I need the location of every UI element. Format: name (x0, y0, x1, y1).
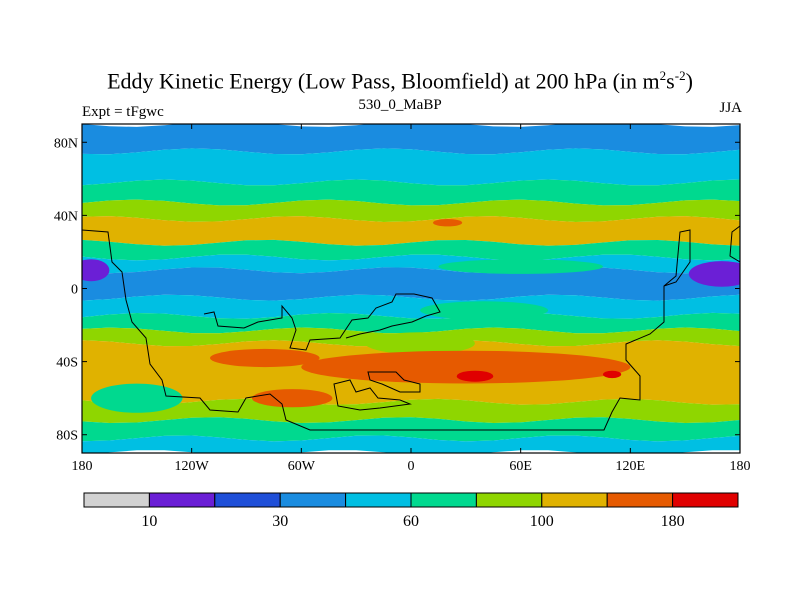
field-blob (209, 348, 320, 368)
colorbar-swatch (541, 492, 608, 508)
colorbar-swatch (606, 492, 674, 508)
colorbar-label: 10 (141, 513, 157, 530)
x-tick-label: 180 (730, 459, 751, 474)
field-blob (438, 259, 603, 274)
ekel-field (82, 124, 740, 453)
field-blob (456, 370, 494, 382)
x-tick-label: 0 (408, 459, 415, 474)
field-blob (433, 219, 463, 227)
colorbar-swatch (83, 492, 150, 508)
y-tick-label: 80S (56, 429, 78, 444)
colorbar-swatch (148, 492, 216, 508)
field-band (82, 398, 740, 423)
experiment-id-label: 530_0_MaBP (358, 97, 442, 113)
field-band (82, 216, 740, 246)
x-tick-label: 180 (72, 459, 93, 474)
colorbar-swatch (410, 492, 477, 508)
field-blob (82, 259, 110, 282)
y-tick-label: 40N (54, 209, 78, 224)
field-blob (603, 370, 622, 379)
y-tick-label: 0 (71, 283, 78, 298)
continent-outline (82, 225, 740, 431)
field-blob (688, 261, 740, 287)
y-tick-label: 40S (56, 356, 78, 371)
east-landmass-outline (729, 225, 740, 263)
south-america-outline (82, 229, 691, 431)
axis-ticks: 180 120W 60W 0 60E 120E 180 80N 40N 0 40S 80S (54, 124, 751, 474)
field-band (82, 267, 740, 301)
colorbar-swatch (279, 492, 347, 508)
field-blob (301, 350, 631, 384)
x-tick-label: 60W (288, 459, 316, 474)
colorbar-label: 60 (403, 513, 419, 530)
colorbar-swatch (214, 492, 281, 508)
colorbar-label: 180 (661, 513, 685, 530)
field-band (82, 199, 740, 222)
field-band (82, 417, 740, 442)
colorbar: 10 30 60 100 180 (83, 492, 739, 530)
field-band (82, 179, 740, 206)
field-blob (91, 383, 183, 413)
x-tick-label: 120E (616, 459, 646, 474)
colorbar-swatch (672, 492, 739, 508)
season-label: JJA (719, 100, 742, 116)
field-blob (365, 332, 475, 355)
field-band (82, 124, 740, 155)
field-band (82, 294, 740, 319)
experiment-label: Expt = tFgwc (82, 104, 164, 120)
plot-title: Eddy Kinetic Energy (Low Pass, Bloomfiel… (107, 68, 693, 94)
africa-outline (203, 293, 441, 351)
x-tick-label: 120W (175, 459, 210, 474)
field-band (82, 254, 740, 274)
field-band (82, 312, 740, 334)
colorbar-label: 100 (530, 513, 554, 530)
peninsula-outline (367, 371, 421, 393)
colorbar-swatch (345, 492, 412, 508)
colorbar-label: 30 (272, 513, 288, 530)
colorbar-swatch (475, 492, 543, 508)
field-band (82, 239, 740, 261)
field-blob (252, 389, 333, 408)
antarctic-coast-outline (333, 379, 412, 411)
y-tick-label: 80N (54, 136, 78, 151)
field-band (82, 435, 740, 453)
field-blob (420, 301, 549, 320)
field-band (82, 148, 740, 186)
x-tick-label: 60E (509, 459, 532, 474)
